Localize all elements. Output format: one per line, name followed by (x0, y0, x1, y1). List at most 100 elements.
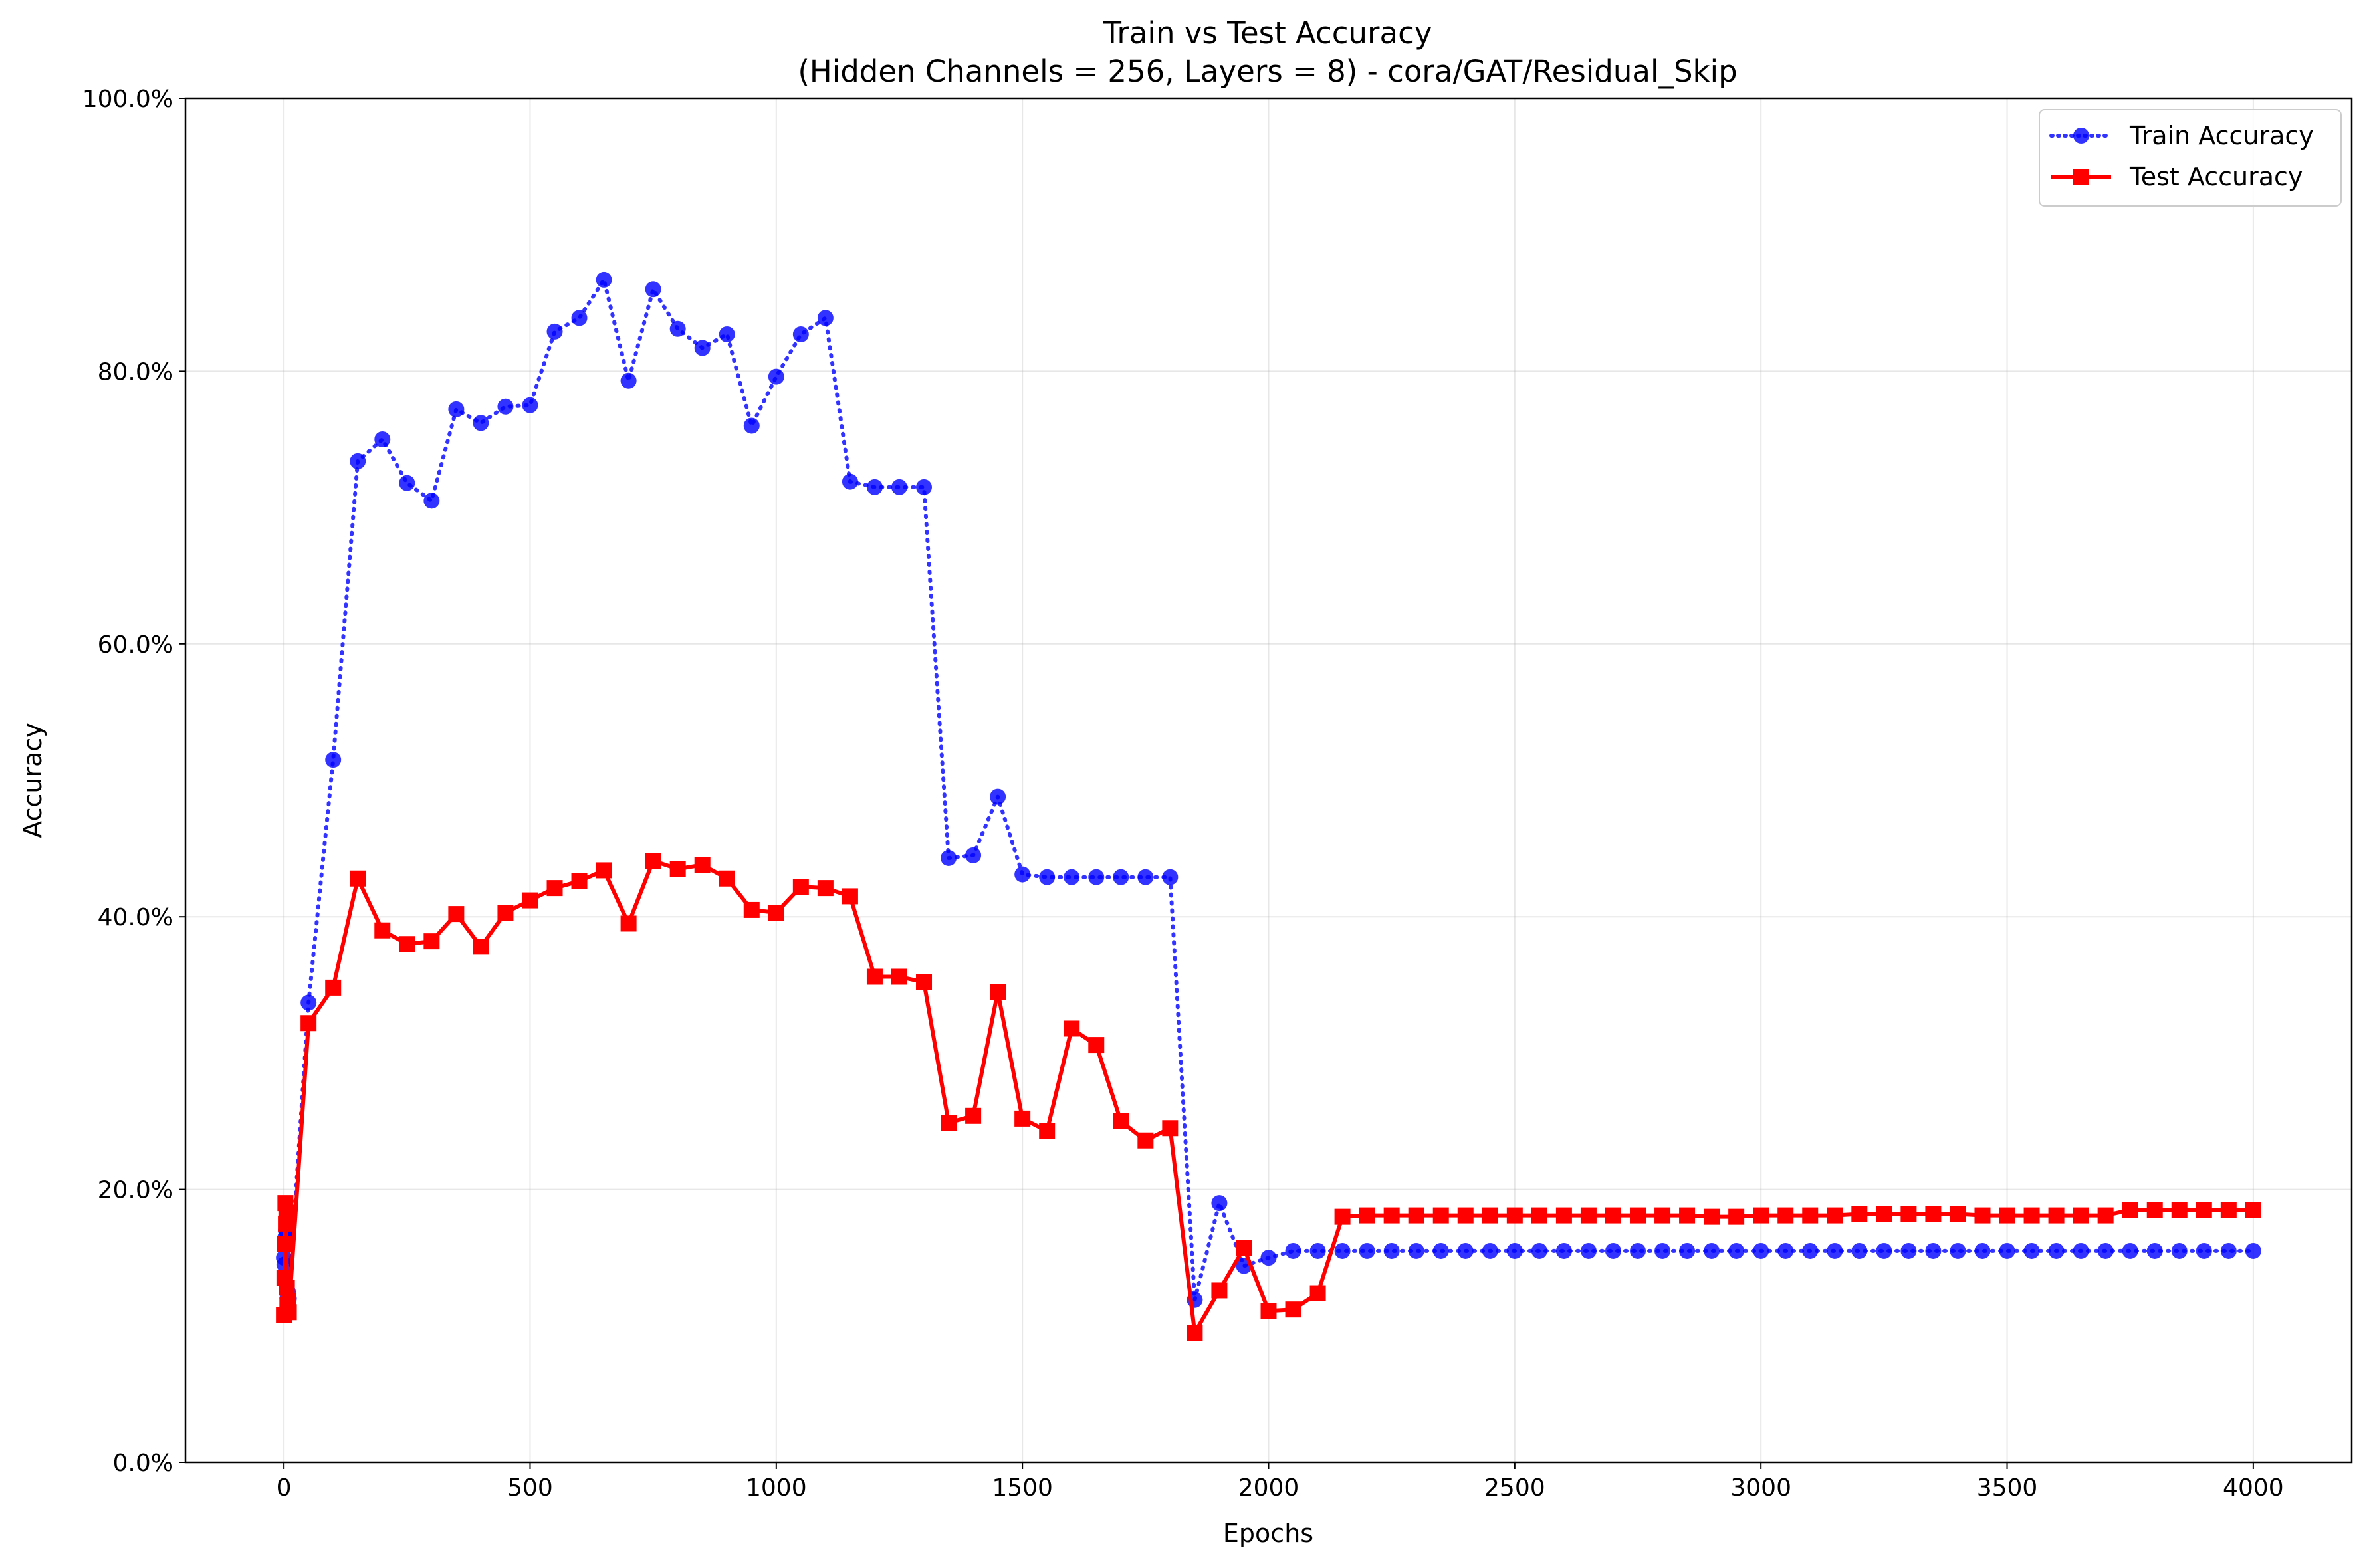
x-tick-label: 2000 (1238, 1474, 1300, 1502)
train-point (2122, 1242, 2138, 1259)
train-point (1113, 869, 1129, 885)
test-point (325, 979, 342, 996)
train-point (866, 479, 883, 495)
test-point (2073, 1207, 2089, 1224)
train-point (1506, 1242, 1523, 1259)
test-point (1704, 1208, 1720, 1225)
y-tick-label: 40.0% (98, 904, 173, 931)
test-point (1064, 1020, 1080, 1037)
train-point (546, 323, 563, 340)
train-point (1260, 1250, 1277, 1266)
legend-train-marker (2073, 128, 2089, 144)
train-point (1679, 1242, 1696, 1259)
test-point (448, 906, 465, 923)
test-point (1679, 1207, 1696, 1224)
test-point (1457, 1207, 1474, 1224)
train-point (374, 431, 391, 447)
test-point (1950, 1206, 1966, 1222)
plot-series (276, 271, 2261, 1341)
test-point (1482, 1207, 1498, 1224)
train-point (891, 479, 907, 495)
train-point (1162, 869, 1179, 885)
legend-train-label: Train Accuracy (2129, 121, 2314, 150)
train-point (1753, 1242, 1769, 1259)
train-point (669, 320, 686, 337)
test-point (941, 1115, 957, 1131)
train-point (842, 473, 858, 490)
test-point (300, 1015, 317, 1032)
train-point (2023, 1242, 2040, 1259)
test-point (1802, 1207, 1819, 1224)
train-point (1039, 869, 1056, 885)
x-tick-label: 3000 (1730, 1474, 1791, 1502)
test-point (2048, 1207, 2065, 1224)
train-point (2220, 1242, 2237, 1259)
test-point (1088, 1037, 1105, 1054)
train-point (743, 417, 760, 434)
test-point (2245, 1202, 2261, 1218)
train-point (399, 475, 415, 491)
test-point (1113, 1113, 1129, 1129)
train-point (571, 310, 588, 326)
test-point (1827, 1207, 1843, 1224)
test-point (497, 905, 514, 921)
train-point (1802, 1242, 1819, 1259)
train-point (2245, 1242, 2261, 1259)
train-point (768, 368, 784, 385)
test-point (350, 870, 366, 887)
test-point (1285, 1301, 1301, 1318)
test-point (1137, 1132, 1154, 1149)
train-point (620, 372, 637, 389)
test-point (2171, 1202, 2188, 1218)
test-point (1851, 1206, 1868, 1222)
test-point (1408, 1207, 1424, 1224)
test-point (1531, 1207, 1547, 1224)
test-point (1014, 1110, 1031, 1127)
train-point (817, 310, 834, 326)
train-point (350, 453, 366, 469)
train-point (1654, 1242, 1671, 1259)
test-point (694, 857, 711, 873)
test-point (2122, 1202, 2138, 1218)
train-point (1605, 1242, 1621, 1259)
train-point (497, 398, 514, 415)
test-point (891, 968, 907, 985)
train-point (792, 326, 809, 342)
train-point (1334, 1242, 1351, 1259)
train-point (916, 479, 933, 495)
test-point (423, 933, 440, 950)
test-point (1728, 1208, 1745, 1225)
legend-frame (2039, 109, 2342, 207)
test-point (1580, 1207, 1597, 1224)
train-point (1359, 1242, 1375, 1259)
test-point (719, 870, 735, 887)
test-point (1974, 1207, 1991, 1224)
train-point (1876, 1242, 1892, 1259)
train-point (1482, 1242, 1498, 1259)
test-point (1162, 1120, 1179, 1137)
train-point (423, 493, 440, 509)
x-axis-label: Epochs (1223, 1519, 1313, 1548)
test-point (1334, 1208, 1351, 1225)
test-point (596, 862, 612, 879)
test-point (1432, 1207, 1449, 1224)
test-point (1383, 1207, 1400, 1224)
test-point (768, 905, 784, 921)
y-tick-label: 0.0% (113, 1450, 173, 1477)
train-point (1457, 1242, 1474, 1259)
x-tick-label: 2500 (1484, 1474, 1545, 1502)
y-tick-label: 100.0% (82, 86, 173, 113)
y-tick-label: 20.0% (98, 1177, 173, 1204)
train-point (965, 847, 982, 863)
train-point (1211, 1195, 1228, 1212)
test-point (2196, 1202, 2212, 1218)
test-point (1309, 1285, 1326, 1301)
chart-legend: Train Accuracy Test Accuracy (2039, 109, 2342, 207)
train-point (1827, 1242, 1843, 1259)
train-point (1383, 1242, 1400, 1259)
train-point (2196, 1242, 2212, 1259)
train-point (1974, 1242, 1991, 1259)
train-point (1285, 1242, 1301, 1259)
axis-ticks: 0 500 1000 1500 2000 2500 3000 3500 4000 0.0% 20.0… (82, 86, 2284, 1502)
